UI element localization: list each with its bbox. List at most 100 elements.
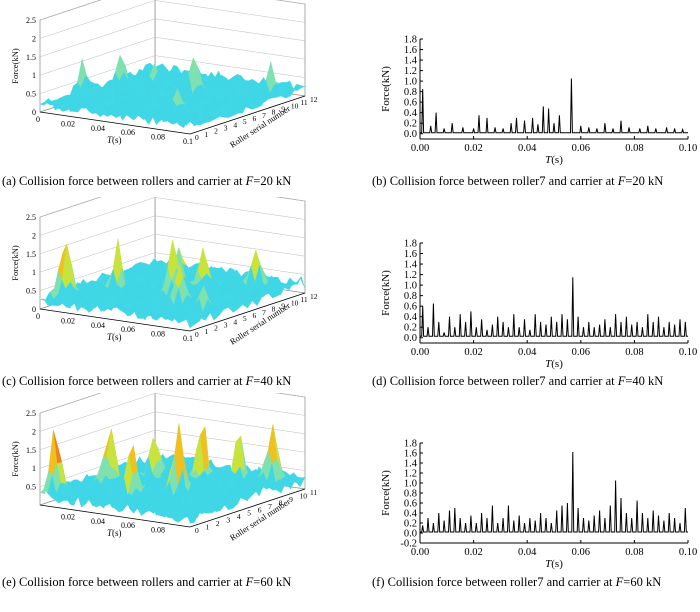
- z-axis-title: Force(kN): [10, 245, 20, 281]
- y-tick-label: 1.0: [404, 77, 417, 88]
- force-signal-line: [420, 277, 688, 337]
- t-tick-label: 0.08: [151, 526, 165, 535]
- y-tick-label: 0.0: [404, 333, 417, 344]
- roller-tick-label: 11: [300, 98, 307, 107]
- x-tick-label: 0.02: [464, 347, 482, 358]
- t-tick-label: 0.1: [183, 137, 193, 146]
- x-tick-label: 0.06: [572, 143, 590, 154]
- y-tick-label: 1.6: [404, 249, 417, 260]
- roller-tick-label: 10: [291, 298, 299, 307]
- force-signal-line: [420, 451, 688, 533]
- roller-tick-label: 12: [310, 95, 318, 104]
- z-gridline: [39, 197, 156, 236]
- y-tick-label: 0.4: [404, 108, 418, 119]
- caption-a: (a) Collision force between rollers and …: [2, 174, 292, 188]
- chart-b-line: 0.00.20.40.60.81.01.21.41.61.8 0.00 0.02 0.…: [380, 35, 697, 167]
- z-gridline: [154, 233, 306, 257]
- caption-c: (c) Collision force between rollers and …: [2, 374, 292, 388]
- y-tick-label: 0.4: [404, 509, 418, 520]
- y-tick-label: -0.2: [400, 539, 417, 550]
- z-tick-label: 2: [32, 427, 36, 436]
- chart-f-line: -0.20.00.20.40.60.81.01.21.41.61.8 0.00 0.…: [380, 439, 697, 571]
- t-tick-label: 0.06: [121, 521, 135, 530]
- y-tick-label: 1.8: [404, 239, 417, 250]
- z-gridline: [154, 0, 306, 23]
- roller-tick-label: 4: [233, 317, 237, 326]
- y-tick-label: 1.4: [404, 56, 418, 67]
- y-tick-label: 0.0: [404, 129, 417, 140]
- roller-tick-label: 1: [205, 327, 209, 336]
- caption-b: (b) Collision force between roller7 and …: [372, 174, 664, 188]
- roller-tick-label: 8: [279, 498, 283, 507]
- roller-tick-label: 5: [243, 314, 247, 323]
- z-tick-label: 1.5: [26, 250, 36, 259]
- caption-f: (f) Collision force between roller7 and …: [372, 575, 662, 589]
- roller-tick-label: 0: [195, 330, 199, 339]
- y-tick-label: 1.4: [404, 459, 418, 470]
- z-tick-label: 2: [32, 34, 36, 43]
- x-tick-label: 0.04: [518, 347, 537, 358]
- z-tick-label: 1: [32, 71, 36, 80]
- t-tick-label: 0.06: [121, 128, 135, 137]
- y-tick-label: 1.2: [404, 469, 417, 480]
- force-surface: [39, 54, 306, 128]
- chart-c-surface: 0 0.5 1 1.5 2 2.5 Force(kN) 0 0.02 0.04 0.06 0.08 0.…: [10, 197, 318, 347]
- z-gridline: [39, 411, 156, 451]
- z-tick-label: 2.5: [26, 16, 36, 25]
- y-tick-label: 0.4: [404, 312, 418, 323]
- z-gridline: [39, 197, 102, 218]
- z-gridline: [154, 393, 306, 416]
- x-tick-label: 0.02: [464, 547, 482, 558]
- y-tick-label: 0.8: [404, 489, 417, 500]
- t-axis-title: T(s): [107, 332, 122, 342]
- roller-tick-label: 7: [262, 111, 266, 120]
- z-gridline: [154, 36, 306, 60]
- z-tick-label: 0.5: [26, 90, 36, 99]
- roller-tick-label: 7: [262, 308, 266, 317]
- t-axis-line: [39, 308, 191, 332]
- roller-tick-label: 11: [310, 488, 317, 497]
- z-tick-label: 1.5: [26, 53, 36, 62]
- z-tick-label: 0: [32, 305, 36, 314]
- t-axis-line: [39, 504, 191, 528]
- roller-axis-line: [189, 95, 306, 135]
- y-tick-label: 0.6: [404, 98, 417, 109]
- y-tick-label: 1.6: [404, 449, 417, 460]
- y-tick-label: 1.8: [404, 439, 417, 450]
- roller-tick-label: 3: [226, 516, 230, 525]
- x-axis-title: T(s): [545, 358, 563, 370]
- t-axis-title: T(s): [107, 135, 122, 145]
- y-tick-label: 0.2: [404, 519, 417, 530]
- z-gridline: [39, 0, 102, 21]
- force-surface: [39, 238, 306, 329]
- roller-tick-label: 8: [272, 108, 276, 117]
- x-tick-label: 0.08: [625, 143, 643, 154]
- t-tick-label: 0.08: [151, 133, 165, 142]
- z-gridline: [154, 18, 306, 42]
- x-tick-label: 0.00: [411, 547, 429, 558]
- z-gridline: [39, 18, 156, 58]
- roller-tick-label: 6: [258, 505, 262, 514]
- roller-tick-label: 10: [300, 491, 308, 500]
- roller-tick-label: 9: [289, 495, 293, 504]
- t-tick-label: 0.1: [183, 334, 193, 343]
- z-gridline: [39, 393, 102, 414]
- z-gridline: [154, 55, 306, 78]
- t-tick-label: 0.04: [91, 321, 105, 330]
- y-axis-title: Force(kN): [380, 66, 392, 112]
- roller-tick-label: 6: [253, 311, 257, 320]
- roller-tick-label: 4: [233, 120, 237, 129]
- x-tick-label: 0.00: [411, 347, 429, 358]
- y-tick-label: 0.6: [404, 499, 417, 510]
- z-gridline: [39, 233, 156, 273]
- roller-tick-label: 1: [205, 130, 209, 139]
- y-tick-label: 0.8: [404, 291, 417, 302]
- roller-tick-label: 11: [300, 295, 307, 304]
- x-tick-label: 0.04: [518, 143, 537, 154]
- z-tick-label: 0: [32, 108, 36, 117]
- roller-tick-label: 2: [214, 324, 218, 333]
- t-tick-label: 0.02: [61, 512, 75, 521]
- z-tick-label: 2.5: [26, 213, 36, 222]
- z-tick-label: 2: [32, 231, 36, 240]
- z-axis-title: Force(kN): [10, 48, 20, 84]
